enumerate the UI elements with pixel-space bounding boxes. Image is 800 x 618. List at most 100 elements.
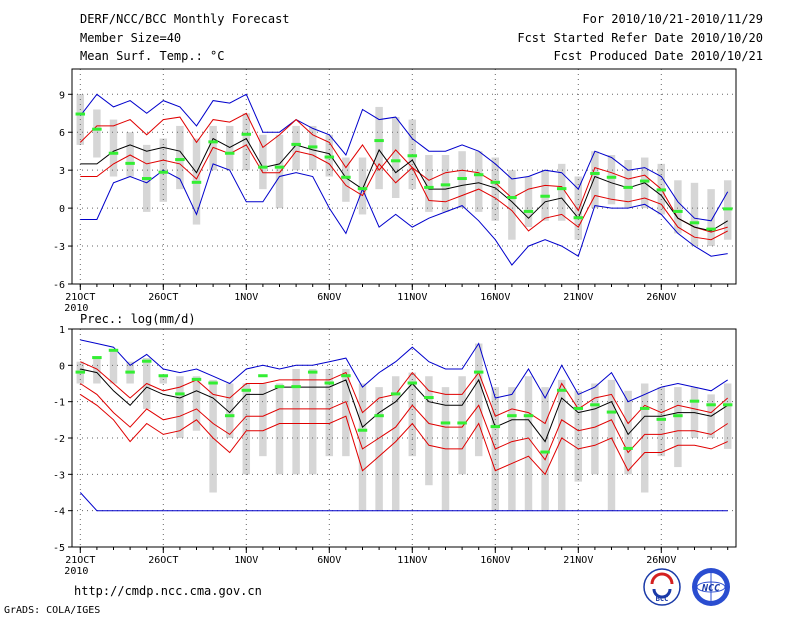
prec-range-box bbox=[259, 383, 267, 457]
temp-xtick-label: 16NOV bbox=[480, 292, 510, 303]
prec-range-box bbox=[375, 387, 383, 511]
temp-median-mark bbox=[639, 179, 650, 183]
temp-median-mark bbox=[92, 127, 102, 131]
temp-median-mark bbox=[224, 151, 235, 155]
prec-xtick-label: 26OCT bbox=[148, 555, 178, 566]
temp-min-line bbox=[79, 93, 729, 222]
prec-upper-line bbox=[80, 361, 729, 425]
prec-range-box bbox=[723, 383, 732, 449]
prec-median-mark bbox=[722, 403, 733, 407]
temp-median-mark bbox=[440, 183, 451, 187]
prec-range-box bbox=[391, 376, 400, 511]
prec-xtick-label: 6NOV bbox=[317, 555, 341, 566]
temp-year-label: 2010 bbox=[64, 303, 88, 314]
temp-median-mark bbox=[722, 207, 733, 211]
prec-median-mark bbox=[158, 374, 169, 378]
temp-range-box bbox=[176, 125, 184, 190]
temp-median-mark bbox=[507, 196, 517, 199]
prec-lower-line bbox=[80, 383, 728, 461]
prec-ytick-label: -2 bbox=[53, 434, 65, 445]
temp-median-mark bbox=[108, 151, 119, 155]
prec-median-mark bbox=[374, 414, 384, 418]
temp-xtick-label: 21NOV bbox=[563, 292, 593, 303]
prec-median-mark bbox=[92, 356, 102, 360]
prec-range-box bbox=[508, 387, 516, 511]
temp-ytick-label: -6 bbox=[53, 280, 65, 291]
prec-median-mark bbox=[258, 374, 268, 378]
prec-ytick-label: -5 bbox=[53, 543, 65, 554]
temp-range-box bbox=[591, 151, 599, 209]
prec-range-box bbox=[557, 379, 566, 511]
temp-median-mark bbox=[656, 188, 667, 192]
prec-median-mark bbox=[175, 392, 185, 396]
prec-ytick-label: -1 bbox=[53, 398, 65, 409]
temp-ytick-label: 9 bbox=[59, 90, 65, 101]
prec-range-box bbox=[176, 376, 184, 438]
prec-median-mark bbox=[689, 399, 700, 403]
temp-median-mark bbox=[357, 187, 368, 191]
temp-median-mark bbox=[606, 175, 617, 179]
prec-median-mark bbox=[440, 421, 451, 425]
prec-xtick-label: 26NOV bbox=[646, 555, 676, 566]
prec-median-mark bbox=[291, 385, 301, 389]
temp-range-box bbox=[474, 151, 483, 212]
prec-range-box bbox=[93, 358, 101, 384]
temp-ytick-label: 6 bbox=[59, 128, 65, 139]
prec-year-label: 2010 bbox=[64, 566, 88, 577]
temp-range-box bbox=[375, 106, 383, 190]
temp-variable-label: Mean Surf. Temp.: °C bbox=[80, 49, 225, 63]
temp-median-mark bbox=[158, 170, 169, 174]
temp-xtick-label: 26NOV bbox=[646, 292, 676, 303]
temp-range-box bbox=[674, 180, 682, 234]
prec-range-box bbox=[192, 376, 201, 431]
prec-range-box bbox=[325, 368, 334, 457]
prec-median-mark bbox=[507, 414, 517, 418]
prec-median-mark bbox=[224, 414, 235, 418]
prec-xtick-label: 11NOV bbox=[397, 555, 427, 566]
prec-range-box bbox=[342, 368, 350, 457]
temp-range-box bbox=[225, 125, 234, 171]
temp-median-mark bbox=[540, 194, 550, 198]
temp-median-mark bbox=[241, 132, 252, 136]
temp-median-mark bbox=[556, 187, 567, 191]
temp-range-box bbox=[391, 117, 400, 198]
source-url[interactable]: http://cmdp.ncc.cma.gov.cn bbox=[74, 584, 262, 598]
prec-median-mark bbox=[191, 377, 202, 381]
prec-median-mark bbox=[523, 414, 534, 418]
prec-median-mark bbox=[390, 392, 401, 396]
prec-range-box bbox=[657, 387, 666, 457]
prec-median-mark bbox=[424, 396, 434, 400]
temp-xtick-label: 1NOV bbox=[234, 292, 258, 303]
prec-xtick-label: 16NOV bbox=[480, 555, 510, 566]
temp-range-box bbox=[690, 182, 699, 247]
prec-range-box bbox=[607, 379, 616, 511]
prec-median-mark bbox=[125, 370, 135, 374]
temp-median-mark bbox=[75, 112, 86, 116]
temp-mean-line bbox=[80, 137, 728, 232]
prec-median-mark bbox=[141, 359, 152, 363]
temp-range-box bbox=[126, 132, 134, 177]
prec-xtick-label: 21NOV bbox=[563, 555, 593, 566]
temp-median-mark bbox=[274, 165, 285, 169]
prec-median-mark bbox=[357, 428, 368, 432]
prec-range-box bbox=[209, 379, 217, 493]
temp-median-mark bbox=[191, 180, 202, 184]
temp-max-line bbox=[80, 163, 728, 266]
temp-median-mark bbox=[473, 173, 484, 177]
temp-range-box bbox=[425, 155, 433, 212]
prec-range-box bbox=[358, 383, 367, 511]
temp-range-box bbox=[342, 157, 350, 202]
temp-range-box bbox=[524, 176, 533, 228]
temp-range-box bbox=[275, 134, 284, 209]
prec-median-mark bbox=[606, 410, 617, 414]
temp-range-box bbox=[707, 189, 715, 247]
prec-median-mark bbox=[108, 348, 119, 352]
temp-xtick-label: 26OCT bbox=[148, 292, 178, 303]
temp-median-mark bbox=[324, 155, 335, 159]
prec-range-box bbox=[591, 383, 599, 475]
temp-range-box bbox=[557, 163, 566, 221]
prec-plot-frame bbox=[71, 328, 737, 548]
precip-variable-label: Prec.: log(mm/d) bbox=[80, 312, 196, 326]
temp-xtick-label: 21OCT bbox=[65, 292, 95, 303]
